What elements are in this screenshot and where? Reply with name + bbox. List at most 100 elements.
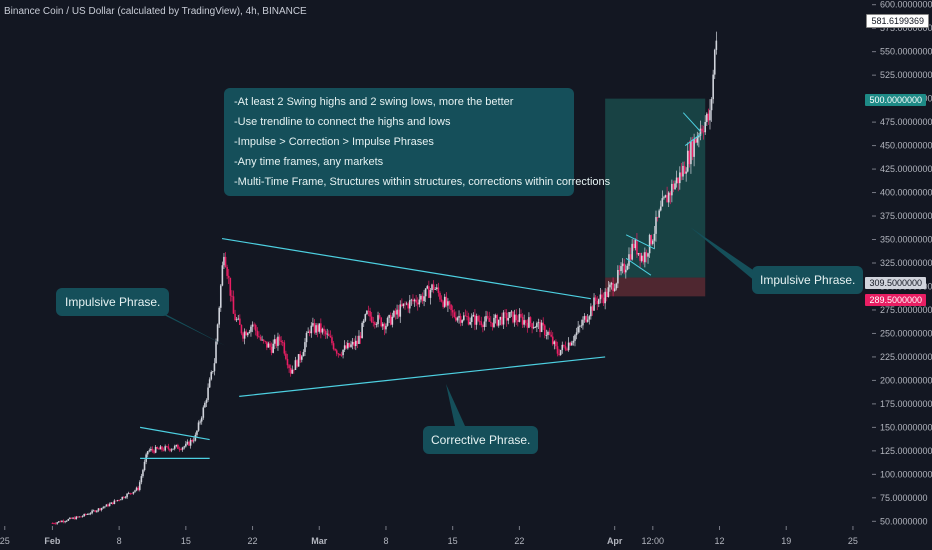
candle-body — [175, 444, 178, 447]
candle-body — [489, 321, 492, 323]
candle-body — [456, 317, 459, 321]
candle-body — [231, 295, 233, 297]
candle-body — [539, 322, 541, 332]
candle-body — [242, 333, 244, 339]
candle-body — [674, 183, 676, 190]
candle-body — [205, 399, 208, 403]
candle-body — [458, 316, 460, 318]
candle-body — [121, 496, 124, 500]
target-zone — [605, 98, 706, 278]
candle-body — [686, 150, 689, 172]
candle-body — [596, 300, 599, 304]
candle-body — [161, 446, 163, 450]
candle-body — [564, 346, 567, 350]
note-line: -At least 2 Swing highs and 2 swing lows… — [234, 96, 514, 108]
candle-body — [188, 441, 190, 446]
candle-body — [547, 331, 549, 335]
candle-body — [407, 303, 410, 309]
candle-body — [571, 342, 573, 346]
candle-body — [402, 303, 405, 307]
candle-body — [610, 283, 613, 285]
candle-body — [667, 192, 670, 203]
candle-body — [62, 520, 65, 522]
candle-body — [464, 315, 467, 317]
x-tick-label: 25 — [848, 536, 858, 546]
candle-body — [207, 387, 209, 400]
candle-body — [482, 325, 484, 327]
candle-body — [146, 451, 149, 455]
candle-body — [305, 332, 308, 343]
candle-body — [162, 449, 165, 451]
candle-body — [108, 503, 111, 507]
candle-body — [345, 345, 348, 349]
target-price-tag: 500.0000000 — [865, 94, 926, 106]
candle-body — [102, 507, 105, 509]
candle-body — [269, 343, 271, 347]
candle-body — [273, 339, 276, 344]
candle-body — [694, 139, 697, 143]
note-line: -Multi-Time Frame, Structures within str… — [234, 176, 611, 188]
candle-body — [413, 299, 416, 302]
candle-body — [469, 321, 471, 325]
candle-body — [602, 297, 605, 304]
candle-body — [540, 322, 543, 332]
candle-body — [197, 422, 200, 431]
candle-body — [445, 296, 448, 306]
candle-body — [416, 302, 419, 305]
candle-body — [135, 487, 138, 491]
candle-body — [124, 497, 127, 499]
candle-body — [391, 316, 394, 325]
x-tick-label: 22 — [248, 536, 258, 546]
price-axis[interactable]: 50.0000000 75.0000000 100.0000000 125.00000… — [872, 0, 932, 526]
candle-body — [92, 510, 95, 512]
candle-body — [219, 285, 222, 308]
y-tick-label: 400.0000000 — [880, 188, 932, 198]
y-tick-label: 250.0000000 — [880, 328, 932, 338]
candle-body — [67, 519, 70, 521]
candle-body — [54, 523, 57, 525]
candle-body — [653, 233, 656, 241]
candle-body — [640, 255, 643, 261]
candle-body — [53, 523, 55, 525]
candle-body — [281, 341, 284, 343]
candle-body — [216, 324, 219, 342]
candle-body — [426, 286, 429, 289]
candle-body — [351, 341, 354, 345]
candle-body — [213, 363, 216, 372]
candle-body — [377, 315, 379, 325]
candle-body — [78, 516, 81, 518]
x-tick-label: 19 — [781, 536, 791, 546]
candle-body — [385, 325, 387, 330]
candle-body — [119, 499, 122, 501]
candle-body — [251, 324, 254, 327]
candle-body — [455, 316, 457, 321]
candle-body — [418, 299, 421, 305]
candle-body — [516, 320, 519, 322]
candle-body — [488, 317, 491, 322]
candle-body — [115, 500, 117, 502]
y-tick-label: 175.0000000 — [880, 399, 932, 409]
candle-body — [126, 493, 128, 498]
candle-body — [448, 301, 451, 305]
candle-body — [94, 510, 97, 512]
candle-body — [229, 277, 232, 296]
candle-body — [72, 517, 74, 519]
candle-body — [320, 323, 322, 333]
y-tick-label: 75.0000000 — [880, 493, 928, 503]
candle-body — [652, 240, 654, 244]
x-tick-label: 15 — [181, 536, 191, 546]
candle-body — [254, 325, 257, 331]
candle-body — [91, 510, 93, 514]
candle-body — [99, 508, 101, 510]
candle-body — [531, 323, 533, 329]
candle-body — [472, 314, 475, 317]
candle-body — [510, 311, 513, 313]
candle-body — [110, 502, 112, 504]
candle-body — [634, 239, 637, 249]
candle-body — [534, 327, 537, 328]
time-axis[interactable]: 25 Feb 8 15 22 Mar 8 15 22 Apr 12:00 12 19 25 — [0, 526, 858, 546]
candle-body — [288, 365, 290, 369]
candle-body — [280, 340, 282, 342]
candle-body — [555, 341, 557, 347]
candle-body — [617, 270, 619, 284]
